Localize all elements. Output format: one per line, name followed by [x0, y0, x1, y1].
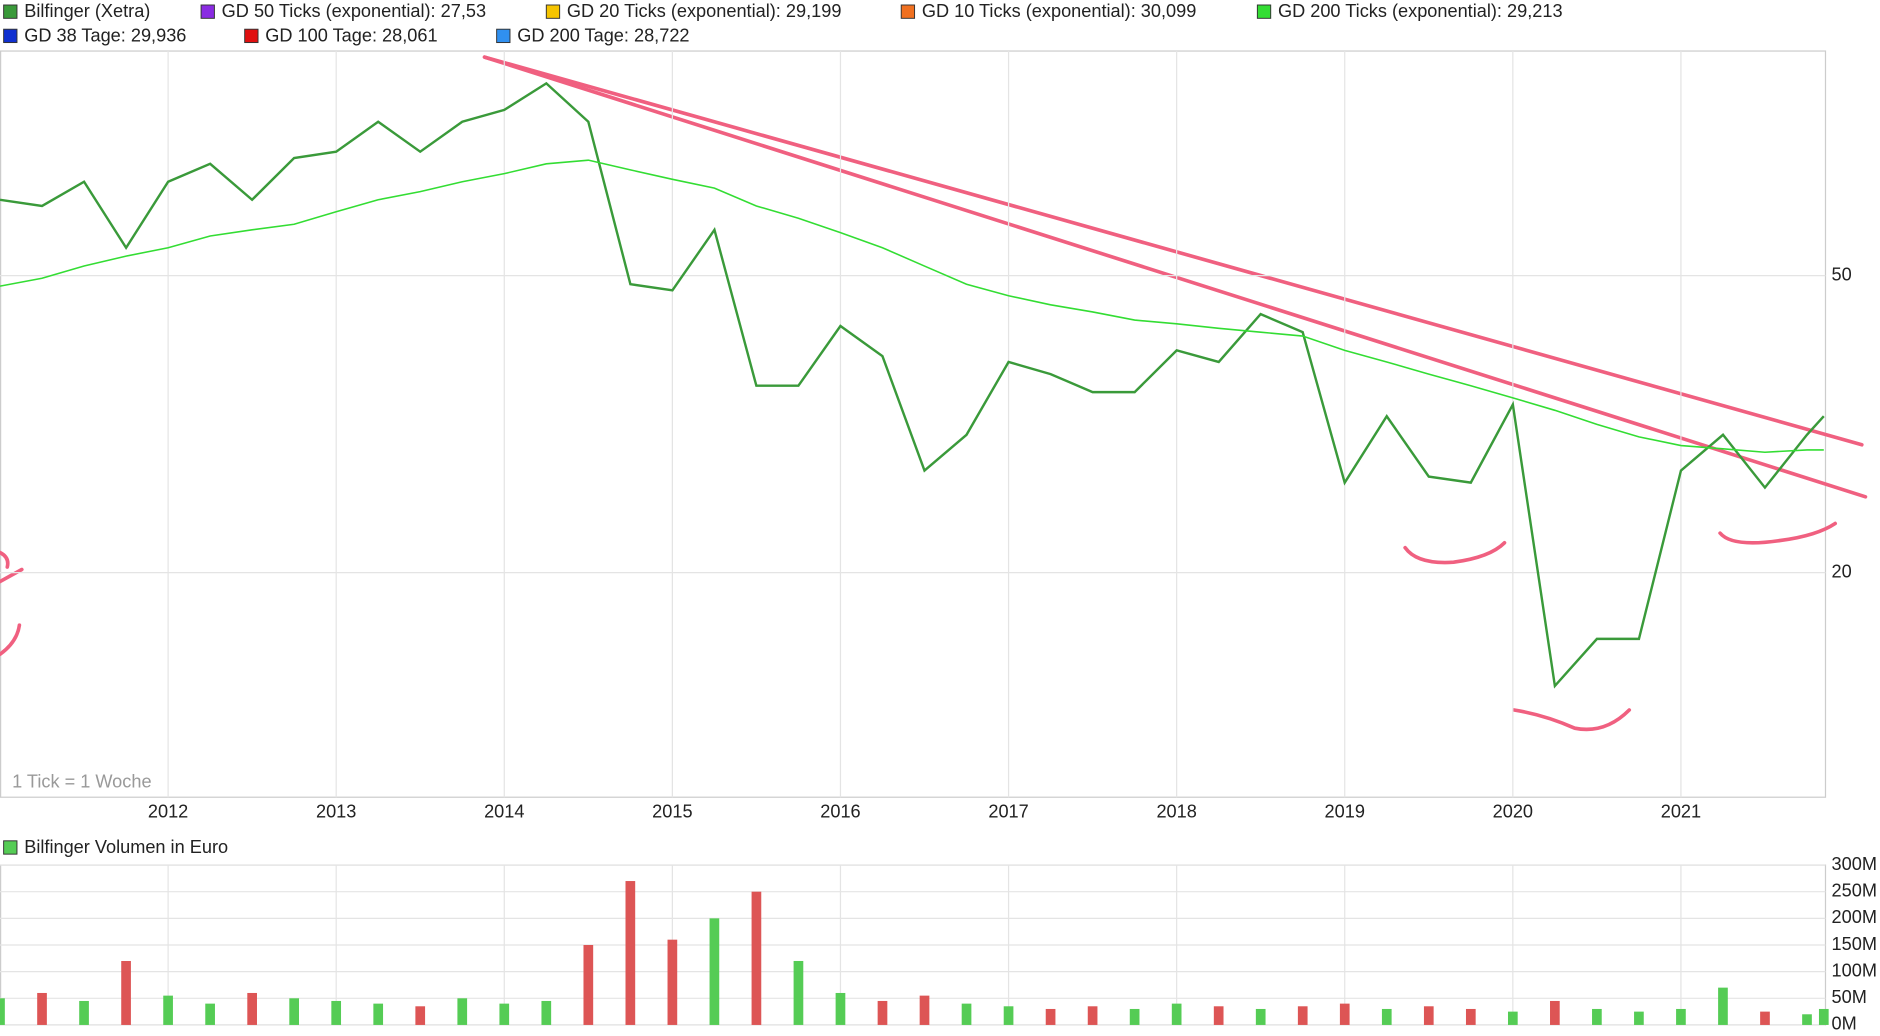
volume-bar — [1087, 1006, 1098, 1025]
volume-bar — [1818, 1008, 1829, 1025]
volume-bar — [877, 1000, 888, 1025]
volume-bar — [1676, 1008, 1686, 1025]
legend-label: Bilfinger (Xetra) — [24, 1, 150, 21]
volume-title: Bilfinger Volumen in Euro — [24, 837, 228, 857]
legend-label: GD 200 Ticks (exponential): 29,213 — [1278, 1, 1563, 21]
volume-bar — [793, 960, 804, 1025]
volume-bar — [79, 1000, 89, 1025]
trend-line — [482, 55, 1864, 447]
price-frame — [0, 50, 1827, 798]
x-tick-label: 2014 — [484, 802, 524, 822]
volume-bar — [1718, 987, 1728, 1025]
volume-bar — [835, 992, 846, 1025]
volume-bar — [1381, 1008, 1392, 1025]
x-tick-label: 2019 — [1325, 802, 1365, 822]
volume-bar — [1465, 1008, 1476, 1025]
volume-bar — [1003, 1006, 1014, 1025]
y-tick-label: 100M — [1832, 960, 1877, 980]
y-tick-label: 150M — [1832, 934, 1877, 954]
legend-swatch — [900, 4, 916, 19]
volume-bar — [1339, 1003, 1350, 1025]
x-tick-label: 2017 — [988, 802, 1028, 822]
volume-bar — [1592, 1008, 1602, 1025]
volume-bar — [1171, 1003, 1182, 1025]
volume-bar — [0, 998, 5, 1025]
y-tick-label: 50M — [1832, 987, 1867, 1007]
legend-swatch — [3, 4, 18, 19]
volume-bar — [709, 918, 720, 1025]
edge-marks — [0, 550, 24, 657]
volume-bar — [499, 1003, 510, 1025]
support-curve — [1718, 521, 1837, 545]
y-tick-label: 0M — [1832, 1014, 1857, 1034]
legend-label: GD 100 Tage: 28,061 — [265, 25, 437, 45]
volume-bar — [163, 995, 173, 1025]
legend-swatch — [545, 4, 561, 19]
volume-bar — [373, 1003, 384, 1025]
volume-bar — [1634, 1011, 1644, 1025]
volume-bar — [625, 881, 636, 1025]
y-tick-label: 300M — [1832, 854, 1877, 874]
annotation: 1 Tick = 1 Woche — [12, 771, 151, 791]
moving-average — [0, 159, 1824, 454]
volume-bar — [1213, 1006, 1224, 1025]
volume-bar — [331, 1000, 342, 1025]
y-tick-label: 50 — [1832, 264, 1852, 284]
x-tick-label: 2016 — [820, 802, 860, 822]
volume-bar — [667, 939, 678, 1025]
support-curve — [1512, 708, 1632, 732]
legend-label: GD 38 Tage: 29,936 — [24, 25, 186, 45]
volume-bar — [1129, 1008, 1140, 1025]
volume-bar — [1507, 1011, 1518, 1025]
volume-bar — [1550, 1000, 1560, 1025]
volume-bar — [1760, 1011, 1770, 1025]
legend-label: GD 50 Ticks (exponential): 27,53 — [222, 1, 486, 21]
legend-swatch — [1256, 4, 1272, 19]
x-tick-label: 2020 — [1493, 802, 1533, 822]
volume-bar — [121, 960, 131, 1025]
trend-lines — [0, 55, 1868, 732]
volume-bar — [247, 992, 257, 1025]
price-line — [0, 81, 1825, 689]
volume-bar — [415, 1006, 426, 1025]
x-tick-label: 2013 — [316, 802, 356, 822]
volume-bar — [1423, 1006, 1434, 1025]
legend-label: GD 200 Tage: 28,722 — [517, 25, 689, 45]
volume-bar — [1255, 1008, 1266, 1025]
legend-swatch — [3, 840, 18, 855]
x-tick-label: 2015 — [652, 802, 692, 822]
support-curve — [1403, 541, 1507, 565]
volume-bar — [1802, 1014, 1812, 1025]
volume-bar — [289, 998, 300, 1025]
volume-bar — [37, 992, 47, 1025]
volume-bar — [205, 1003, 215, 1025]
y-tick-label: 250M — [1832, 880, 1877, 900]
y-tick-label: 20 — [1832, 561, 1852, 581]
volume-bar — [457, 998, 468, 1025]
legend-swatch — [3, 28, 18, 44]
volume-bar — [751, 891, 762, 1025]
volume-bar — [961, 1003, 972, 1025]
x-tick-label: 2018 — [1156, 802, 1196, 822]
x-tick-label: 2021 — [1661, 802, 1701, 822]
volume-bar — [1297, 1006, 1308, 1025]
legend-swatch — [496, 28, 511, 44]
volume-bar — [583, 944, 594, 1025]
legend-label: GD 10 Ticks (exponential): 30,099 — [922, 1, 1197, 21]
trend-line — [482, 55, 1868, 499]
volume-bar — [541, 1000, 552, 1025]
legend-swatch — [200, 4, 215, 19]
volume-bar — [919, 995, 930, 1025]
volume-bar — [1045, 1008, 1056, 1025]
legend-swatch — [244, 28, 259, 44]
legend-label: GD 20 Ticks (exponential): 29,199 — [567, 1, 842, 21]
y-tick-label: 200M — [1832, 907, 1877, 927]
x-tick-label: 2012 — [148, 802, 188, 822]
